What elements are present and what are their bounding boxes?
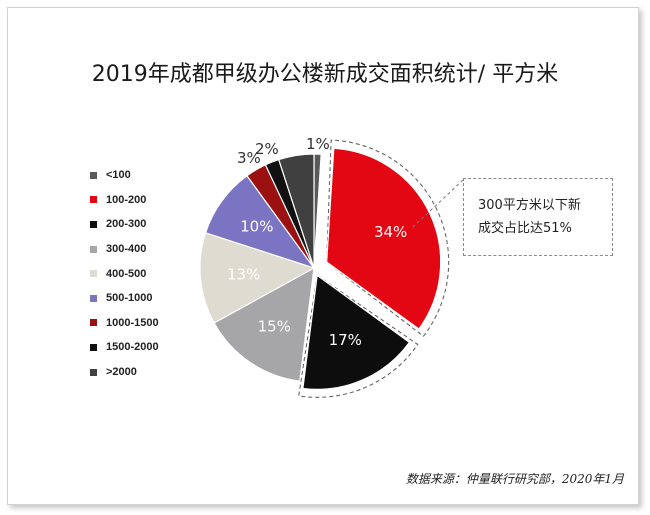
legend-swatch bbox=[90, 343, 97, 351]
legend-item: 100-200 bbox=[90, 188, 200, 213]
legend-swatch bbox=[90, 319, 97, 327]
pie-slice-gt2000 bbox=[278, 153, 315, 269]
pie-slice-lt100 bbox=[313, 153, 322, 269]
legend-swatch bbox=[90, 294, 97, 302]
legend-label: >2000 bbox=[106, 366, 137, 379]
pie-slice-500-1000 bbox=[204, 174, 316, 270]
legend-label: <100 bbox=[106, 169, 131, 182]
legend-swatch bbox=[90, 368, 97, 376]
pie-slices bbox=[199, 139, 450, 398]
legend-label: 1500-2000 bbox=[106, 341, 159, 354]
callout-text-line2: 成交占比达51% bbox=[478, 221, 572, 236]
exploded-slice-outline-200-300 bbox=[298, 274, 419, 398]
legend-label: 400-500 bbox=[106, 267, 147, 280]
legend-swatch bbox=[90, 245, 97, 253]
legend-item: 1000-1500 bbox=[90, 311, 200, 336]
slice-label-lt100: 1% bbox=[306, 135, 330, 153]
exploded-slice-outline-100-200 bbox=[326, 139, 450, 338]
legend-label: 500-1000 bbox=[106, 292, 153, 305]
slice-label-400-500: 13% bbox=[227, 266, 260, 284]
legend-label: 100-200 bbox=[106, 193, 147, 206]
slice-label-200-300: 17% bbox=[329, 331, 362, 349]
pie-slice-300-400 bbox=[213, 266, 315, 382]
legend-label: 200-300 bbox=[106, 218, 147, 231]
legend-item: 500-1000 bbox=[90, 286, 200, 311]
slice-label-300-400: 15% bbox=[258, 317, 291, 335]
legend-item: 200-300 bbox=[90, 212, 200, 237]
slice-label-100-200: 34% bbox=[374, 223, 407, 241]
legend-swatch bbox=[90, 171, 97, 179]
legend-swatch bbox=[90, 270, 97, 278]
pie-labels: 1% 34% 17% 15% 13% 10% 3%2% bbox=[227, 135, 407, 349]
slice-label-1500-2000: 2% bbox=[255, 140, 279, 158]
legend-swatch bbox=[90, 196, 97, 204]
callout-text-line1: 300平方米以下新 bbox=[478, 198, 581, 213]
legend: <100 100-200 200-300 300-400 400-500 500… bbox=[90, 163, 200, 384]
legend-item: 300-400 bbox=[90, 237, 200, 262]
chart-frame bbox=[7, 7, 639, 505]
legend-item: <100 bbox=[90, 163, 200, 188]
callout-box: 300平方米以下新 成交占比达51% bbox=[463, 178, 613, 256]
legend-item: 400-500 bbox=[90, 261, 200, 286]
chart-title: 2019年成都甲级办公楼新成交面积统计/ 平方米 bbox=[91, 62, 559, 87]
source-note: 数据来源：仲量联行研究部，2020年1月 bbox=[405, 472, 624, 486]
legend-swatch bbox=[90, 220, 97, 228]
pie-slice-100-200 bbox=[326, 147, 442, 330]
legend-label: 300-400 bbox=[106, 243, 147, 256]
pie-slice-200-300 bbox=[302, 274, 411, 390]
pie-slice-400-500 bbox=[199, 232, 316, 324]
legend-item: >2000 bbox=[90, 360, 200, 385]
legend-item: 1500-2000 bbox=[90, 335, 200, 360]
slice-label-1000-1500: 3% bbox=[237, 149, 261, 167]
legend-label: 1000-1500 bbox=[106, 316, 159, 329]
slice-label-500-1000: 10% bbox=[240, 217, 273, 235]
